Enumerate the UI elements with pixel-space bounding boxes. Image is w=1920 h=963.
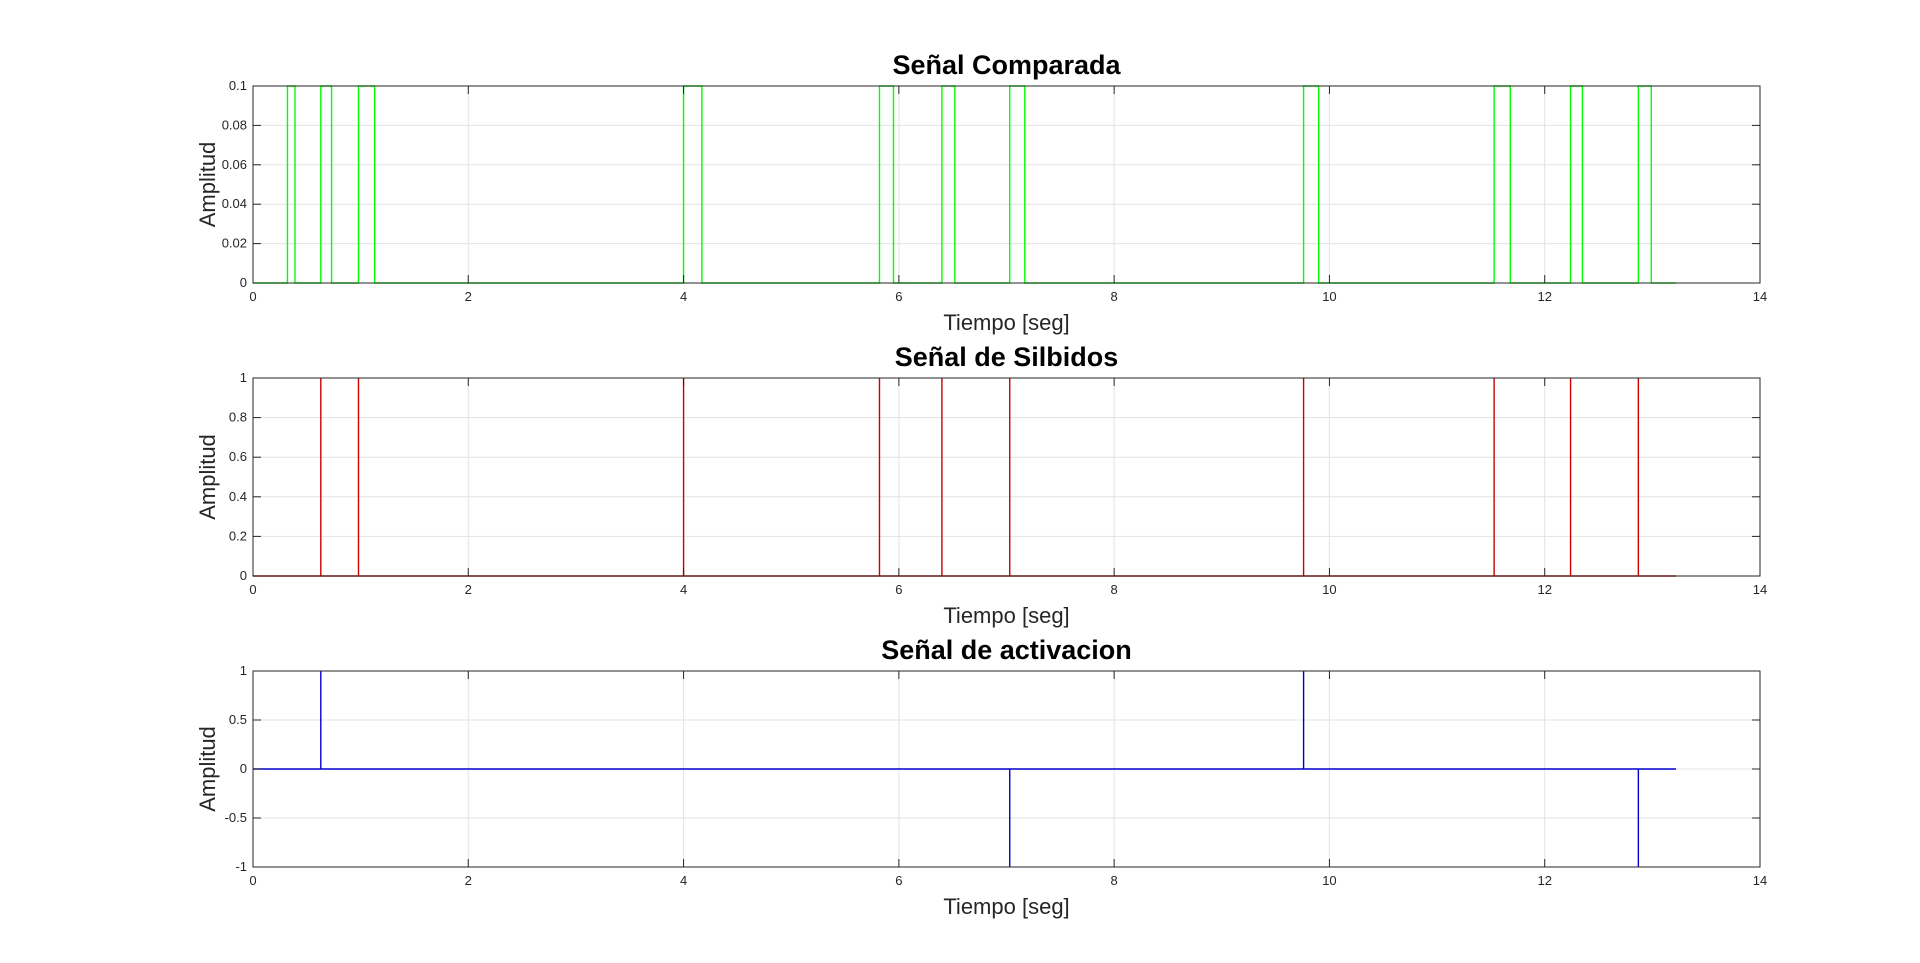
x-tick-label: 8 (1111, 582, 1118, 597)
x-tick-label: 10 (1322, 873, 1336, 888)
x-tick-label: 14 (1753, 582, 1767, 597)
chart-3: 0 2 4 6 8 10 12 14 -1 -0.5 0 0.5 1 Señal de activacio… (195, 635, 1767, 919)
y-tick-label: 0.06 (222, 157, 247, 172)
x-tick-label: 8 (1111, 289, 1118, 304)
y-tick-label: 0.4 (229, 489, 247, 504)
plot-area (253, 86, 1760, 283)
x-tick-label: 6 (895, 289, 902, 304)
y-tick-label: 0.2 (229, 528, 247, 543)
y-tick-label: 0.8 (229, 410, 247, 425)
x-axis-label: Tiempo [seg] (943, 894, 1069, 919)
x-tick-label: 2 (465, 582, 472, 597)
y-tick-label: 0 (240, 761, 247, 776)
y-axis-label: Amplitud (195, 142, 220, 228)
x-axis-label: Tiempo [seg] (943, 310, 1069, 335)
chart-1: 0 2 4 6 8 10 12 14 0 0.02 0.04 0.06 0.08 0.1 Señal Com… (195, 50, 1767, 335)
chart-2: 0 2 4 6 8 10 12 14 0 0.2 0.4 0.6 0.8 1 Señal de Silbid… (195, 342, 1767, 628)
x-tick-label: 6 (895, 873, 902, 888)
y-tick-label: 1 (240, 663, 247, 678)
x-tick-label: 14 (1753, 873, 1767, 888)
y-tick-label: 0.6 (229, 449, 247, 464)
x-tick-label: 14 (1753, 289, 1767, 304)
x-tick-label: 8 (1111, 873, 1118, 888)
y-axis-label: Amplitud (195, 726, 220, 812)
chart-title: Señal de Silbidos (895, 342, 1119, 372)
x-tick-label: 10 (1322, 582, 1336, 597)
y-tick-label: 1 (240, 370, 247, 385)
y-tick-label: 0.02 (222, 236, 247, 251)
x-tick-label: 0 (249, 289, 256, 304)
y-tick-label: -1 (235, 859, 247, 874)
chart-title: Señal Comparada (892, 50, 1121, 80)
y-tick-label: 0.1 (229, 78, 247, 93)
x-axis-label: Tiempo [seg] (943, 603, 1069, 628)
x-tick-label: 4 (680, 289, 687, 304)
y-tick-label: -0.5 (225, 810, 247, 825)
x-tick-label: 12 (1537, 582, 1551, 597)
x-tick-label: 0 (249, 873, 256, 888)
signal-line (253, 671, 1677, 867)
y-tick-label: 0 (240, 275, 247, 290)
chart-title: Señal de activacion (881, 635, 1132, 665)
x-tick-label: 0 (249, 582, 256, 597)
x-tick-label: 2 (465, 289, 472, 304)
x-tick-label: 4 (680, 582, 687, 597)
y-tick-label: 0.08 (222, 117, 247, 132)
axes-box (252, 377, 1761, 577)
axes-box (252, 85, 1761, 284)
x-tick-label: 2 (465, 873, 472, 888)
y-axis-label: Amplitud (195, 434, 220, 520)
y-tick-label: 0 (240, 568, 247, 583)
x-tick-label: 4 (680, 873, 687, 888)
x-tick-label: 12 (1537, 873, 1551, 888)
plot-area (253, 378, 1760, 576)
x-tick-label: 6 (895, 582, 902, 597)
x-tick-label: 10 (1322, 289, 1336, 304)
y-tick-label: 0.04 (222, 196, 247, 211)
y-tick-label: 0.5 (229, 712, 247, 727)
x-tick-label: 12 (1537, 289, 1551, 304)
